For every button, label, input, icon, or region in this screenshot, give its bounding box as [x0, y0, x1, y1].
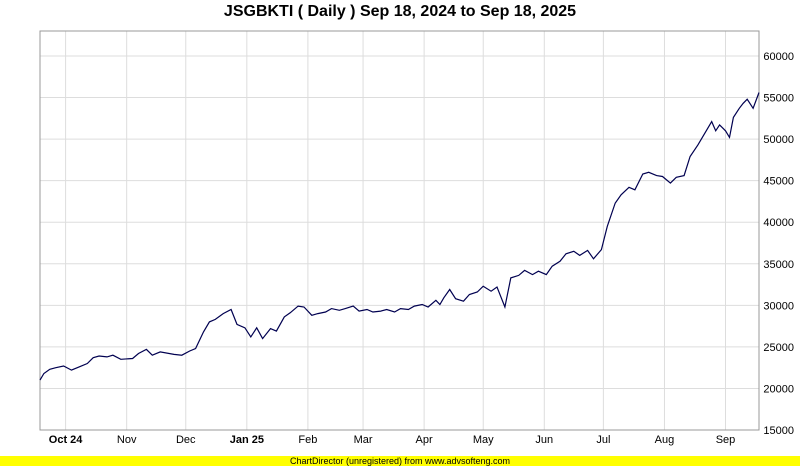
y-tick-label: 30000: [763, 300, 794, 312]
plot-area-frame: [39, 30, 760, 431]
x-tick-label: Dec: [176, 434, 196, 446]
x-tick-label: Mar: [354, 434, 373, 446]
x-tick-label: Sep: [716, 434, 736, 446]
y-tick-label: 50000: [763, 134, 794, 146]
x-tick-label: Jun: [535, 434, 553, 446]
y-tick-label: 15000: [763, 425, 794, 437]
x-tick-label: Jan 25: [230, 434, 264, 446]
chartdirector-footer: ChartDirector (unregistered) from www.ad…: [0, 456, 800, 466]
y-axis: 15000 20000 25000 30000 35000 40000 45000 50000…: [763, 51, 794, 437]
x-tick-label: Nov: [117, 434, 137, 446]
y-tick-label: 55000: [763, 93, 794, 105]
x-tick-label: May: [473, 434, 494, 446]
y-tick-label: 40000: [763, 217, 794, 229]
x-tick-label: Jul: [596, 434, 610, 446]
x-tick-label: Oct 24: [49, 434, 84, 446]
x-axis: Oct 24 Nov Dec Jan 25 Feb Mar Apr May Jun Jul Aug S…: [49, 434, 736, 446]
x-tick-label: Aug: [655, 434, 675, 446]
y-tick-label: 35000: [763, 259, 794, 271]
y-tick-label: 20000: [763, 383, 794, 395]
x-tick-label: Feb: [298, 434, 317, 446]
y-tick-label: 45000: [763, 176, 794, 188]
x-tick-label: Apr: [416, 434, 433, 446]
y-tick-label: 25000: [763, 342, 794, 354]
y-tick-label: 60000: [763, 51, 794, 63]
price-line: [39, 92, 760, 381]
grid: [40, 31, 759, 430]
chart-title: JSGBKTI ( Daily ) Sep 18, 2024 to Sep 18…: [223, 3, 577, 20]
